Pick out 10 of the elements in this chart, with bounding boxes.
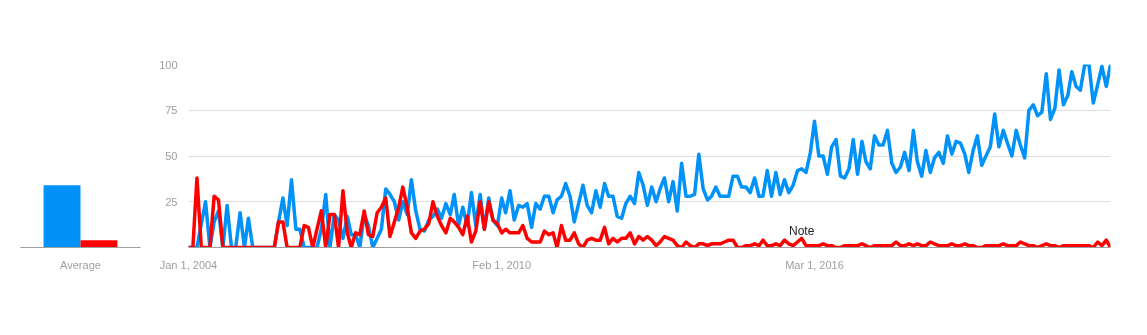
y-tick-label: 75: [165, 104, 178, 117]
y-tick-label: 100: [159, 58, 178, 71]
x-tick-label: Mar 1, 2016: [785, 258, 844, 271]
line-series: [188, 176, 1111, 248]
annotation: Note: [788, 224, 815, 239]
x-tick-label: Feb 1, 2010: [472, 258, 532, 271]
x-tick-label: Average: [60, 258, 101, 271]
y-tick-label: 50: [165, 150, 178, 162]
y-tick-label: 25: [165, 195, 178, 208]
x-tick-label: Jan 1, 2004: [159, 258, 218, 271]
